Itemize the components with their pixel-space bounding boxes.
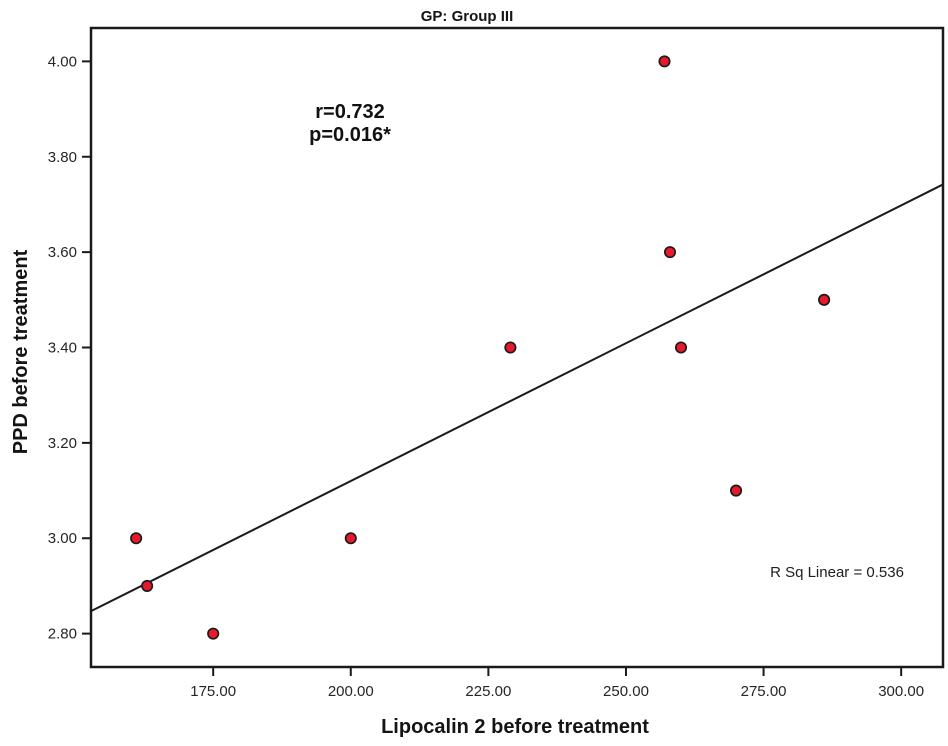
data-point <box>344 532 357 545</box>
r-squared-label: R Sq Linear = 0.536 <box>770 564 904 581</box>
y-tick-label: 3.40 <box>48 340 77 357</box>
data-point <box>207 627 220 640</box>
x-axis-label: Lipocalin 2 before treatment <box>381 716 649 738</box>
data-point <box>658 55 671 68</box>
x-tick-label: 275.00 <box>741 683 787 700</box>
data-point <box>730 484 743 497</box>
data-point <box>130 532 143 545</box>
x-tick-label: 250.00 <box>603 683 649 700</box>
chart-title: GP: Group III <box>421 8 514 25</box>
regression-line <box>90 183 944 613</box>
x-tick-label: 175.00 <box>190 683 236 700</box>
x-tick-label: 200.00 <box>328 683 374 700</box>
y-tick-label: 2.80 <box>48 626 77 643</box>
data-point <box>504 341 517 354</box>
y-tick-label: 3.00 <box>48 530 77 547</box>
correlation-r-annotation: r=0.732 <box>315 101 385 123</box>
x-tick-label: 225.00 <box>465 683 511 700</box>
y-tick-label: 4.00 <box>48 53 77 70</box>
y-tick-label: 3.60 <box>48 244 77 261</box>
data-point <box>674 341 688 354</box>
plot-area-frame <box>89 26 945 669</box>
y-axis-ticks: 2.80 3.00 3.20 3.40 3.60 3.80 4.00 <box>48 53 91 643</box>
x-tick-label: 300.00 <box>878 683 924 700</box>
data-point <box>141 579 154 592</box>
y-tick-label: 3.20 <box>48 435 77 452</box>
data-point <box>663 246 677 259</box>
data-point <box>818 293 831 306</box>
scatter-points <box>130 55 831 640</box>
correlation-p-annotation: p=0.016* <box>309 124 391 146</box>
y-axis-label: PPD before treatment <box>10 249 32 454</box>
y-tick-label: 3.80 <box>48 149 77 166</box>
x-axis-ticks: 175.00 200.00 225.00 250.00 275.00 300.00 <box>190 667 924 700</box>
